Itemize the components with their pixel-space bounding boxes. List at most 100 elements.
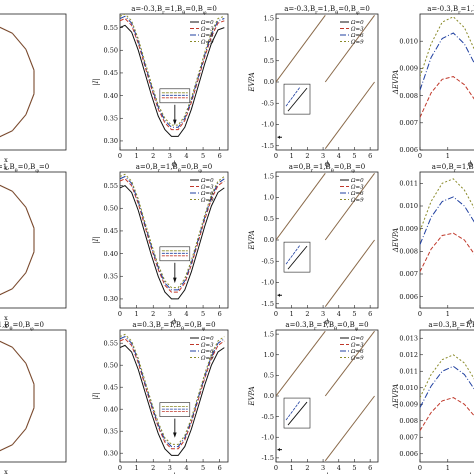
series-line: [120, 24, 225, 137]
arrow-head: [277, 448, 280, 452]
x-tick-label: 0: [274, 152, 278, 160]
legend-label: Ω=6: [200, 191, 214, 197]
x-tick-label: 4: [184, 310, 188, 318]
y-axis-label: |I|: [92, 236, 100, 243]
y-tick-label: -1.5: [261, 300, 274, 308]
panel-title: a=0.3,Br=1,Bθ=0,Bφ=0: [428, 321, 474, 332]
panel-circle-row0: xx: [0, 13, 67, 172]
y-tick-label: 0.007: [399, 270, 418, 278]
y-tick-label: 0.011: [399, 180, 418, 188]
y-tick-label: 0.35: [104, 114, 118, 122]
legend-label: Ω=6: [200, 33, 214, 39]
x-axis-label: x: [4, 156, 8, 164]
x-axis-label: x: [4, 314, 8, 322]
series-line: [120, 178, 225, 293]
y-tick-label: 0.30: [104, 137, 118, 145]
legend-label: Ω=3: [350, 185, 364, 191]
plot-frame: [275, 329, 379, 463]
x-axis-label: ϕ: [468, 472, 473, 474]
y-tick-label: 0.012: [399, 351, 418, 359]
arc-segment: [0, 288, 13, 296]
x-tick-label: 0: [274, 310, 278, 318]
y-tick-label: 0.55: [104, 24, 118, 32]
arc-segment: [25, 363, 35, 385]
y-tick-label: 0.007: [399, 119, 418, 127]
series-line: [120, 338, 225, 450]
x-tick-label: 1: [135, 152, 139, 160]
y-tick-label: 0.35: [104, 427, 118, 435]
x-tick-label: 2: [151, 310, 155, 318]
y-tick-label: -0.5: [261, 257, 274, 265]
x-tick-label: 1: [135, 464, 139, 472]
series-line: [420, 397, 474, 431]
legend-label: Ω=3: [350, 343, 364, 349]
x-tick-label: 2: [151, 464, 155, 472]
x-tick-label: 4: [337, 464, 341, 472]
y-axis-label: ΔEVPA: [392, 384, 400, 409]
evpa-segment: [276, 14, 326, 83]
x-tick-label: 6: [218, 310, 222, 318]
arc-segment: [0, 184, 13, 192]
arc-segment: [11, 32, 27, 50]
y-tick-label: 0.40: [104, 92, 118, 100]
x-tick-label: 1: [446, 464, 450, 472]
arc-segment: [11, 190, 27, 208]
inset-box: [159, 88, 191, 104]
x-tick-label: 5: [201, 152, 205, 160]
x-tick-label: x: [4, 164, 8, 172]
y-axis-label: EVPA: [248, 386, 256, 406]
evpa-segment: [276, 330, 326, 397]
arc-segment: [25, 93, 35, 115]
evpa-segment: [324, 81, 375, 150]
legend-label: Ω=6: [350, 33, 364, 39]
legend-label: Ω=0: [200, 178, 214, 184]
legend-label: Ω=0: [350, 178, 364, 184]
y-tick-label: 0.30: [104, 295, 118, 303]
legend: Ω=0Ω=3Ω=6Ω=9: [340, 20, 364, 46]
legend-label: Ω=6: [200, 349, 214, 355]
plot-frame: [119, 329, 229, 463]
y-tick-label: -0.5: [261, 99, 274, 107]
legend-label: Ω=0: [350, 336, 364, 342]
legend: Ω=0Ω=3Ω=6Ω=9: [190, 178, 214, 204]
plot-area: Ω=0Ω=3Ω=6Ω=9: [276, 330, 375, 462]
arc-segment: [0, 130, 13, 138]
y-tick-label: 0.008: [399, 248, 418, 256]
x-axis-label: ϕ: [172, 318, 177, 326]
y-tick-label: 0.008: [399, 92, 418, 100]
panel-intensity-row2: a=0.3,Br=1,Bθ=0,Bφ=0 0 1 2 3 4 5 6 0.30 0.35 0.40 0…: [92, 321, 229, 474]
arc-segment: [11, 346, 27, 364]
plot-frame: [419, 171, 474, 309]
panel-title: a=0.3,Br=1,Bθ=0,Bφ=0: [132, 321, 215, 332]
x-tick-label: 0: [418, 310, 422, 318]
arc-segment: [25, 207, 35, 229]
x-tick-label: 0: [418, 152, 422, 160]
legend-label: Ω=9: [200, 40, 214, 46]
evpa-segment: [324, 172, 375, 241]
inset-box: [159, 246, 191, 262]
series-line: [120, 184, 225, 300]
series-line: [120, 336, 225, 448]
x-tick-label: 2: [305, 310, 309, 318]
series-line: [420, 232, 474, 272]
arc-segment: [25, 251, 35, 273]
y-tick-label: 0.50: [104, 361, 118, 369]
legend: Ω=0Ω=3Ω=6Ω=9: [190, 336, 214, 362]
y-tick-label: 0.0: [264, 236, 274, 244]
y-axis-label: |I|: [92, 392, 100, 399]
arrow-head: [173, 432, 177, 438]
y-tick-label: 1.0: [264, 36, 274, 44]
y-tick-label: 0.009: [399, 65, 418, 73]
evpa-segment: [324, 330, 375, 397]
plot-frame: [0, 171, 67, 309]
y-tick-label: 0.40: [104, 405, 118, 413]
x-axis-label: x: [4, 468, 8, 474]
y-tick-label: 1.5: [264, 330, 274, 338]
series-line: [420, 76, 474, 118]
x-tick-label: 1: [290, 310, 294, 318]
legend-label: Ω=3: [200, 27, 214, 33]
y-tick-label: 0.45: [104, 69, 118, 77]
legend-label: Ω=0: [200, 336, 214, 342]
x-tick-label: 3: [168, 310, 172, 318]
